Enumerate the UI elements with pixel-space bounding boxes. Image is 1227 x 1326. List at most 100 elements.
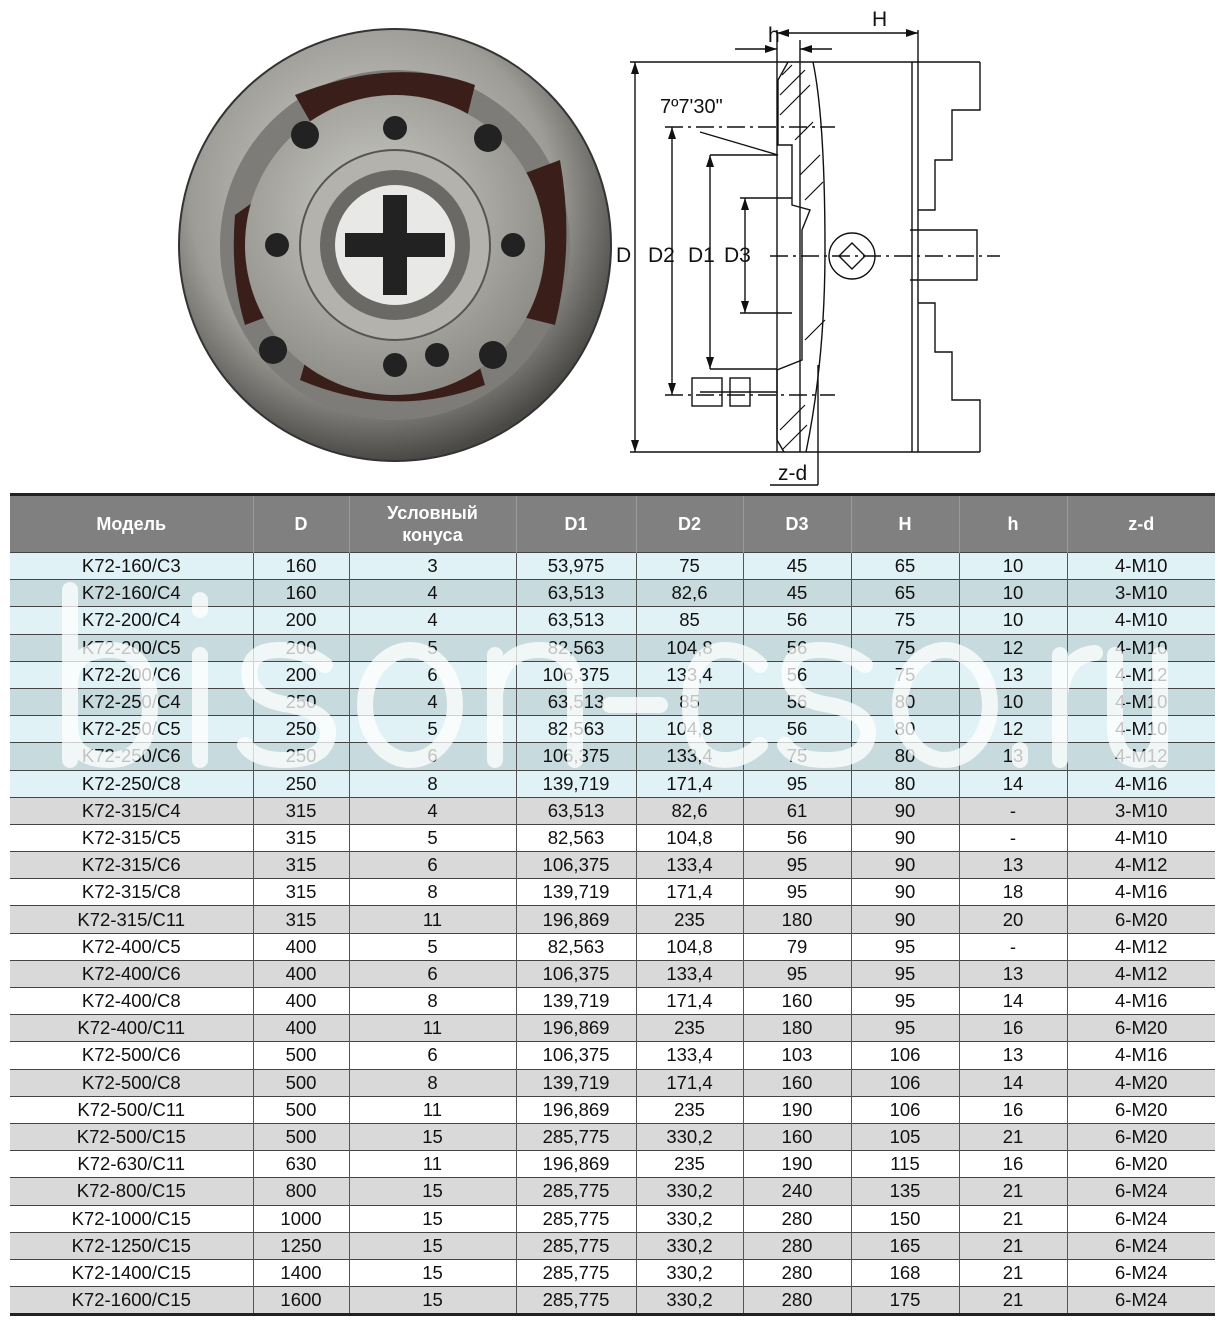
- cell-D2: 330,2: [635, 1204, 743, 1233]
- cell-D3: 95: [742, 878, 851, 906]
- cell-z-d: 6-M24: [1066, 1286, 1215, 1315]
- cell-h: 16: [958, 1095, 1067, 1124]
- label-h: h: [768, 24, 780, 47]
- cell-model: K72-200/C6: [10, 660, 253, 689]
- cell-cone: 15: [348, 1231, 516, 1260]
- cell-D2: 133,4: [635, 851, 743, 879]
- label-angle: 7º7'30": [660, 96, 723, 118]
- cell-D2: 171,4: [635, 769, 743, 798]
- table-row: K72-400/C11 400 11 196,869 235 180 95 16 6-M20: [10, 1014, 1215, 1042]
- cell-cone: 11: [348, 1014, 516, 1042]
- cell-z-d: 4-M16: [1066, 1041, 1215, 1070]
- cell-D2: 133,4: [635, 742, 743, 770]
- cell-D2: 104,8: [635, 715, 743, 743]
- label-D3: D3: [724, 244, 751, 267]
- cell-model: K72-315/C11: [10, 905, 253, 934]
- cell-cone: 4: [348, 687, 516, 716]
- cell-D1: 63,513: [515, 606, 636, 635]
- cell-h: 10: [958, 606, 1067, 635]
- label-D2: D2: [648, 244, 675, 267]
- cell-D1: 53,975: [515, 551, 636, 580]
- cell-D3: 45: [742, 579, 851, 607]
- cell-H: 175: [850, 1286, 959, 1315]
- cell-model: K72-315/C6: [10, 851, 253, 879]
- cell-D: 200: [252, 660, 349, 689]
- cell-model: K72-315/C5: [10, 823, 253, 852]
- cell-H: 168: [850, 1258, 959, 1287]
- cell-z-d: 4-M16: [1066, 878, 1215, 906]
- cell-D: 315: [252, 878, 349, 906]
- cell-D3: 190: [742, 1150, 851, 1178]
- cell-H: 65: [850, 579, 959, 607]
- cell-D2: 235: [635, 1095, 743, 1124]
- cell-D3: 95: [742, 959, 851, 988]
- cell-D1: 196,869: [515, 1014, 636, 1042]
- cell-D1: 63,513: [515, 796, 636, 825]
- table-row: K72-200/C5 200 5 82,563 104,8 56 75 12 4-M10: [10, 633, 1215, 662]
- table-row: K72-250/C5 250 5 82,563 104,8 56 80 12 4-M10: [10, 715, 1215, 743]
- cell-cone: 8: [348, 769, 516, 798]
- cell-D1: 139,719: [515, 769, 636, 798]
- technical-drawing: H h 7º7'30" D D2 D1 D3 z-d: [610, 0, 1227, 490]
- cell-model: K72-250/C8: [10, 769, 253, 798]
- cell-cone: 15: [348, 1204, 516, 1233]
- cell-D2: 330,2: [635, 1258, 743, 1287]
- cell-D1: 196,869: [515, 1150, 636, 1178]
- table-row: K72-500/C8 500 8 139,719 171,4 160 106 14 4-M20: [10, 1068, 1215, 1097]
- cell-z-d: 6-M24: [1066, 1231, 1215, 1260]
- cell-H: 150: [850, 1204, 959, 1233]
- cell-z-d: 4-M10: [1066, 633, 1215, 662]
- cell-H: 95: [850, 932, 959, 961]
- cell-cone: 4: [348, 606, 516, 635]
- cell-D2: 133,4: [635, 660, 743, 689]
- table-row: K72-315/C6 315 6 106,375 133,4 95 90 13 4-M12: [10, 851, 1215, 879]
- cell-model: K72-250/C6: [10, 742, 253, 770]
- header-D: D: [252, 494, 349, 553]
- header-D2: D2: [635, 494, 743, 553]
- cell-D2: 235: [635, 905, 743, 934]
- cell-D3: 280: [742, 1286, 851, 1315]
- cell-D3: 79: [742, 932, 851, 961]
- specification-table: Модель D Условный конуса D1 D2 D3 H h z-…: [10, 493, 1215, 1317]
- cell-H: 80: [850, 742, 959, 770]
- cell-model: K72-500/C11: [10, 1095, 253, 1124]
- cell-D2: 330,2: [635, 1231, 743, 1260]
- cell-cone: 6: [348, 742, 516, 770]
- cell-D3: 95: [742, 769, 851, 798]
- cell-H: 95: [850, 1014, 959, 1042]
- cell-D: 315: [252, 851, 349, 879]
- cell-model: K72-1400/C15: [10, 1258, 253, 1287]
- cell-h: -: [958, 823, 1067, 852]
- cell-h: 13: [958, 959, 1067, 988]
- cell-cone: 6: [348, 1041, 516, 1070]
- cell-D1: 285,775: [515, 1258, 636, 1287]
- table-row: K72-400/C8 400 8 139,719 171,4 160 95 14 4-M16: [10, 986, 1215, 1015]
- cell-D1: 82,563: [515, 823, 636, 852]
- cell-model: K72-1600/C15: [10, 1286, 253, 1315]
- cell-cone: 5: [348, 932, 516, 961]
- cell-z-d: 4-M12: [1066, 932, 1215, 961]
- cell-cone: 8: [348, 1068, 516, 1097]
- cell-h: 13: [958, 851, 1067, 879]
- cell-model: K72-400/C11: [10, 1014, 253, 1042]
- cell-model: K72-200/C4: [10, 606, 253, 635]
- cell-z-d: 6-M24: [1066, 1258, 1215, 1287]
- cell-D3: 56: [742, 687, 851, 716]
- cell-z-d: 4-M20: [1066, 1068, 1215, 1097]
- cell-h: -: [958, 796, 1067, 825]
- cell-D1: 285,775: [515, 1286, 636, 1315]
- cell-h: 12: [958, 633, 1067, 662]
- cell-z-d: 4-M10: [1066, 823, 1215, 852]
- table-row: K72-315/C11 315 11 196,869 235 180 90 20 6-M20: [10, 905, 1215, 934]
- cell-model: K72-1000/C15: [10, 1204, 253, 1233]
- table-row: K72-1250/C15 1250 15 285,775 330,2 280 165 21 6-…: [10, 1231, 1215, 1260]
- cell-D3: 75: [742, 742, 851, 770]
- cell-z-d: 4-M10: [1066, 551, 1215, 580]
- cell-z-d: 4-M12: [1066, 959, 1215, 988]
- cell-H: 90: [850, 796, 959, 825]
- cell-D: 200: [252, 633, 349, 662]
- cell-D: 500: [252, 1122, 349, 1151]
- label-D1: D1: [688, 244, 715, 267]
- cell-D2: 330,2: [635, 1122, 743, 1151]
- table-row: K72-500/C6 500 6 106,375 133,4 103 106 13 4-M16: [10, 1041, 1215, 1070]
